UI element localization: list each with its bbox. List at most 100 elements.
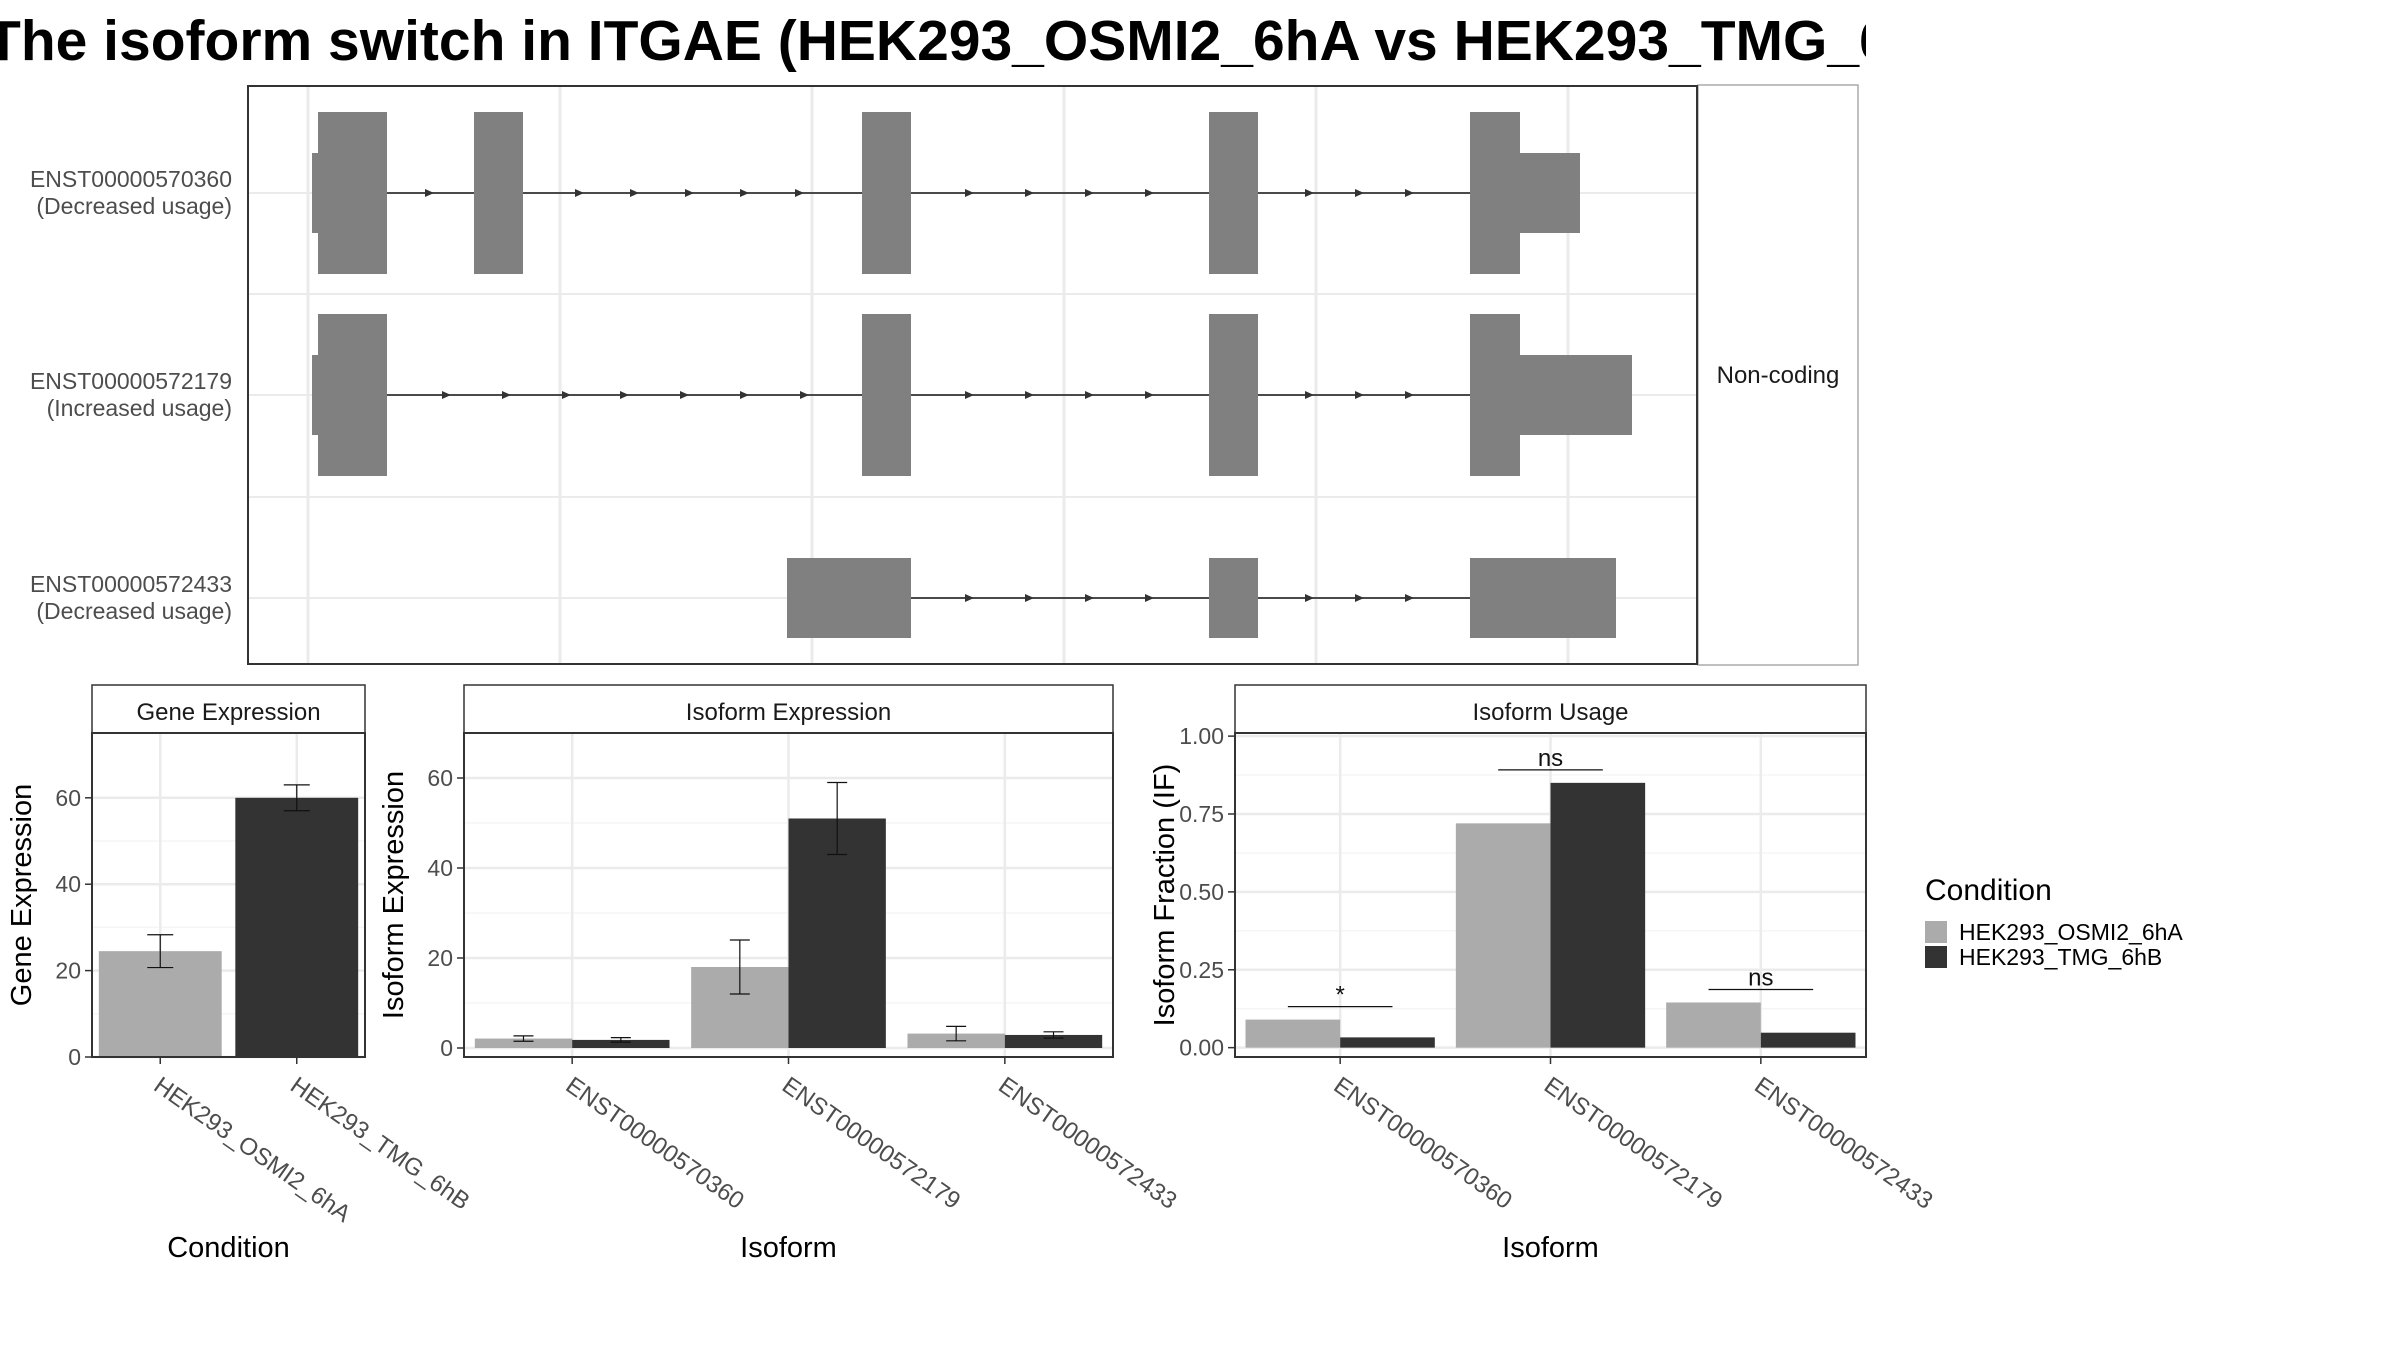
- y-axis-title: Isoform Expression: [378, 771, 410, 1019]
- panel-border: [91, 732, 366, 1058]
- x-tick-label: ENST00000570360: [1329, 1072, 1517, 1215]
- strand-arrow: [1145, 189, 1154, 197]
- strand-arrow: [620, 391, 629, 399]
- x-axis-title: Condition: [167, 1232, 290, 1264]
- strand-arrow: [425, 189, 434, 197]
- strand-arrow: [1305, 391, 1314, 399]
- strand-arrow: [1405, 189, 1414, 197]
- strand-arrow: [1025, 594, 1034, 602]
- bar-ENST00000572433-HEK293_OSMI2_6hA: [1666, 1002, 1761, 1048]
- strand-arrow: [1305, 594, 1314, 602]
- panel-strip: [1234, 684, 1867, 734]
- panel-strip-label: Isoform Expression: [686, 699, 891, 726]
- exon-block: [474, 112, 523, 274]
- x-axis-title: Isoform: [740, 1232, 837, 1264]
- x-tick-label: ENST00000572433: [993, 1072, 1181, 1215]
- y-tick-label: 60: [55, 785, 81, 811]
- significance-label: *: [1335, 982, 1344, 1009]
- significance-label: ns: [1748, 964, 1773, 991]
- utr-block: [1520, 153, 1580, 233]
- isoform-expression-chart: Isoform Expression 0 20 40 60 ENST00000570360…: [378, 684, 1182, 1264]
- bar-ENST00000572433-HEK293_TMG_6hB: [1760, 1032, 1856, 1048]
- exon-block: [862, 314, 911, 476]
- y-axis-title: Isoform Fraction (IF): [1149, 764, 1181, 1027]
- strand-arrow: [1355, 189, 1364, 197]
- exon-block: [318, 314, 387, 476]
- strand-arrow: [442, 391, 451, 399]
- exon-block: [1209, 112, 1258, 274]
- strand-arrow: [965, 189, 974, 197]
- legend-title: Condition: [1925, 874, 2052, 907]
- strand-arrow: [680, 391, 689, 399]
- strand-arrow: [1085, 391, 1094, 399]
- strand-arrow: [965, 391, 974, 399]
- strand-arrow: [1355, 391, 1364, 399]
- facet-strip-label: Non-coding: [1717, 362, 1840, 389]
- isoform-id-label: ENST00000570360: [30, 166, 232, 192]
- y-tick-label: 60: [427, 765, 453, 791]
- legend-label: HEK293_OSMI2_6hA: [1959, 919, 2183, 945]
- y-tick-label: 0: [440, 1035, 453, 1061]
- y-tick-label: 40: [55, 871, 81, 897]
- strand-arrow: [1025, 189, 1034, 197]
- legend-swatch: [1925, 946, 1947, 968]
- y-tick-label: 20: [427, 945, 453, 971]
- strand-arrow: [965, 594, 974, 602]
- strand-arrow: [562, 391, 571, 399]
- exon-block: [1470, 558, 1616, 638]
- bar-ENST00000570360-HEK293_TMG_6hB: [572, 1039, 670, 1048]
- isoform-usage-label: (Decreased usage): [36, 598, 232, 624]
- bar-ENST00000572179-HEK293_TMG_6hB: [788, 818, 886, 1048]
- strand-arrow: [740, 189, 749, 197]
- x-tick-label: ENST00000572179: [777, 1072, 965, 1215]
- isoform-id-label: ENST00000572179: [30, 368, 232, 394]
- x-tick-label: ENST00000572433: [1749, 1072, 1937, 1215]
- bar-ENST00000572179-HEK293_TMG_6hB: [1550, 782, 1646, 1048]
- facet-strip: [1697, 84, 1859, 666]
- strand-arrow: [1145, 594, 1154, 602]
- strand-arrow: [1405, 594, 1414, 602]
- exon-block: [787, 558, 911, 638]
- bar-ENST00000572433-HEK293_TMG_6hB: [1004, 1034, 1103, 1048]
- bar-HEK293_TMG_6hB: [235, 797, 359, 1057]
- utr-block: [312, 153, 318, 233]
- legend-label: HEK293_TMG_6hB: [1959, 944, 2162, 970]
- utr-block: [1520, 355, 1632, 435]
- utr-block: [312, 355, 318, 435]
- y-tick-label: 40: [427, 855, 453, 881]
- bar-ENST00000570360-HEK293_OSMI2_6hA: [1245, 1019, 1341, 1048]
- strand-arrow: [1145, 391, 1154, 399]
- y-tick-label: 1.00: [1179, 723, 1224, 749]
- exon-block: [1209, 314, 1258, 476]
- strand-arrow: [800, 391, 809, 399]
- y-tick-label: 0: [68, 1044, 81, 1070]
- panel-strip-label: Isoform Usage: [1472, 699, 1628, 726]
- isoform-id-label: ENST00000572433: [30, 571, 232, 597]
- bar-HEK293_OSMI2_6hA: [98, 951, 222, 1057]
- strand-arrow: [1355, 594, 1364, 602]
- exon-block: [862, 112, 911, 274]
- isoform-structure-ENST00000570360: [312, 112, 1580, 274]
- y-tick-label: 0.75: [1179, 801, 1224, 827]
- bar-ENST00000570360-HEK293_TMG_6hB: [1340, 1037, 1435, 1048]
- strand-arrow: [1305, 189, 1314, 197]
- strand-arrow: [740, 391, 749, 399]
- isoform-structure-ENST00000572179: [312, 314, 1632, 476]
- y-tick-label: 0.25: [1179, 957, 1224, 983]
- strand-arrow: [575, 189, 584, 197]
- isoform-usage-label: (Increased usage): [47, 395, 232, 421]
- exon-block: [318, 112, 387, 274]
- bar-ENST00000570360-HEK293_OSMI2_6hA: [474, 1038, 573, 1048]
- significance-label: ns: [1538, 745, 1563, 772]
- isoform-usage-chart: Isoform Usage * ns ns 0.00 0.25 0.50 0.75 1.00 EN…: [1149, 684, 1938, 1264]
- x-axis-title: Isoform: [1502, 1232, 1599, 1264]
- panel-strip: [463, 684, 1114, 734]
- isoform-usage-label: (Decreased usage): [36, 193, 232, 219]
- panel-strip: [91, 684, 366, 734]
- y-axis-title: Gene Expression: [6, 784, 38, 1006]
- legend-swatch: [1925, 921, 1947, 943]
